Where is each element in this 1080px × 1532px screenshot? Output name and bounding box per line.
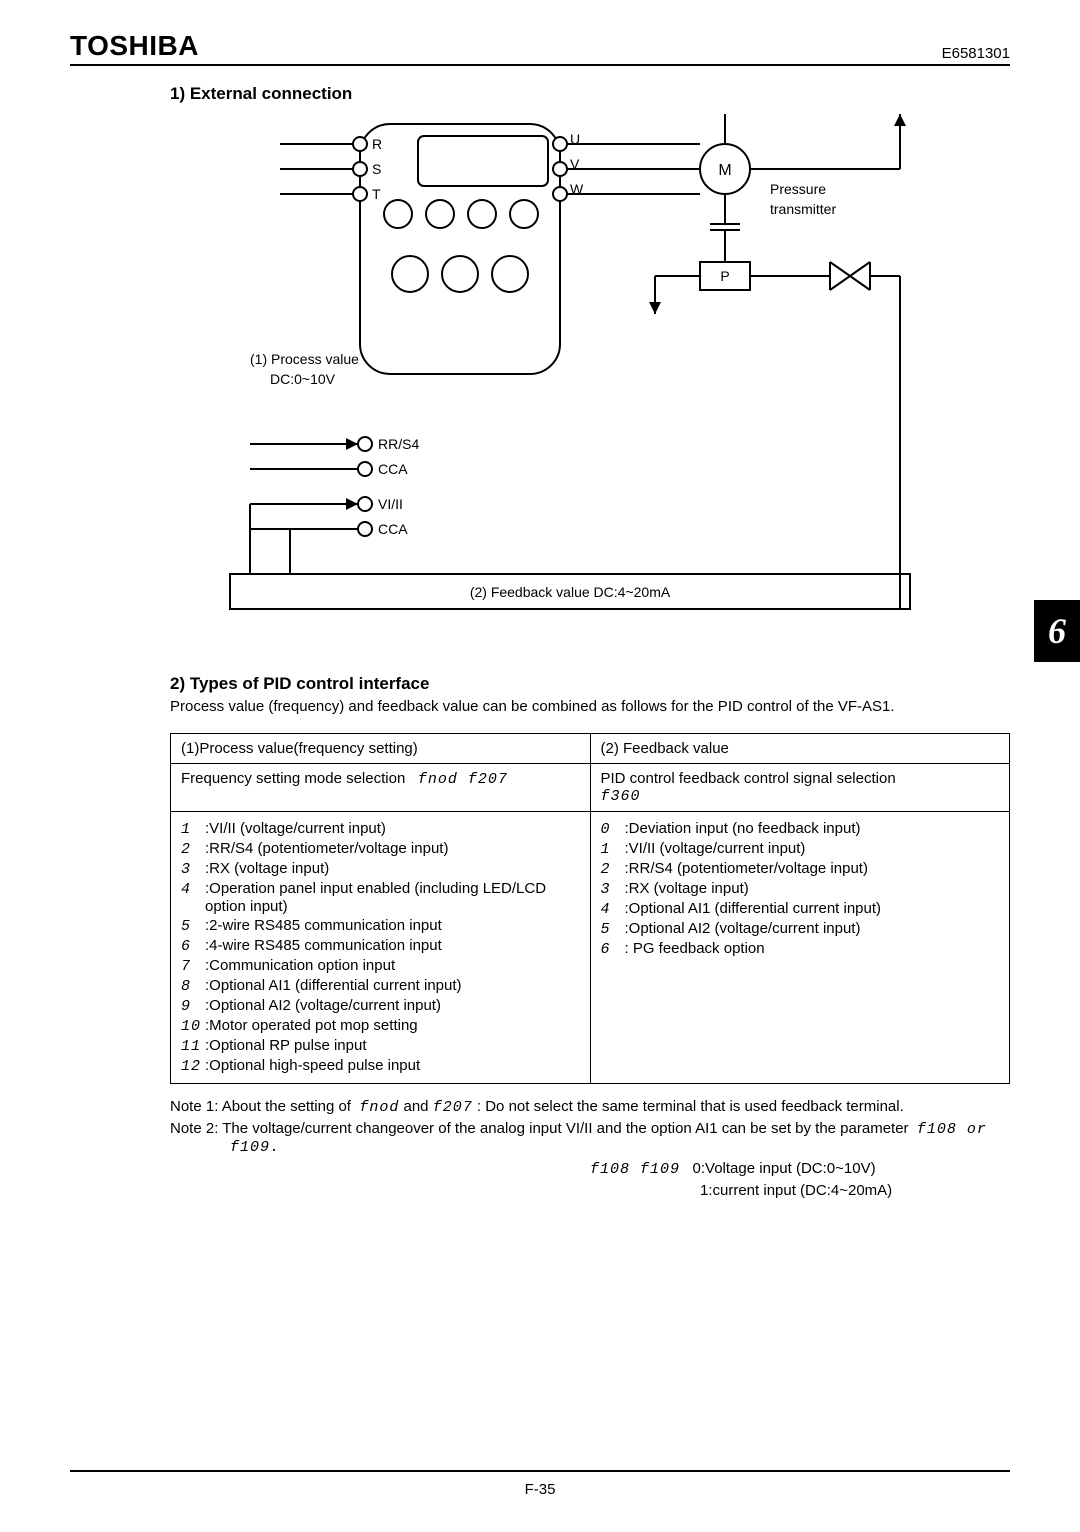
table-col1-header: (1)Process value(frequency setting) [171,734,591,764]
list-item: 7:Communication option input [181,957,580,975]
col1-sub-prefix: Frequency setting mode selection [181,770,405,787]
section-2-title: 2) Types of PID control interface [170,674,1010,694]
col1-sub-codes: fnod f207 [418,771,508,788]
pid-interface-table: (1)Process value(frequency setting) (2) … [170,733,1010,1084]
col2-sub-line1: PID control feedback control signal sele… [601,770,896,787]
svg-text:P: P [720,268,729,284]
table-col2-subheader: PID control feedback control signal sele… [590,764,1010,812]
list-item: 5:2-wire RS485 communication input [181,917,580,935]
svg-text:DC:0~10V: DC:0~10V [270,371,336,387]
list-item: 10:Motor operated pot mop setting [181,1017,580,1035]
list-item: 3:RX (voltage input) [601,880,1000,898]
svg-text:CCA: CCA [378,461,408,477]
list-item: 9:Optional AI2 (voltage/current input) [181,997,580,1015]
notes-block: Note 1: About the setting of fnod and f2… [170,1098,1010,1199]
list-item: 12:Optional high-speed pulse input [181,1057,580,1075]
table-col1-options: 1:VI/II (voltage/current input) 2:RR/S4 (… [171,812,591,1084]
col2-sub-code: f360 [601,788,641,805]
note-2-sub: f108 f109 0:Voltage input (DC:0~10V) [590,1160,1010,1178]
svg-text:transmitter: transmitter [770,201,836,217]
note-2: Note 2: The voltage/current changeover o… [170,1120,1010,1156]
list-item: 6:4-wire RS485 communication input [181,937,580,955]
list-item: 1:VI/II (voltage/current input) [601,840,1000,858]
section-1-title: 1) External connection [170,84,1010,104]
page-number: F-35 [0,1481,1080,1498]
section-2-description: Process value (frequency) and feedback v… [170,698,1010,715]
list-item: 11:Optional RP pulse input [181,1037,580,1055]
svg-text:R: R [372,136,382,152]
list-item: 8:Optional AI1 (differential current inp… [181,977,580,995]
document-id: E6581301 [942,45,1010,62]
note-2-sub-2: 1:current input (DC:4~20mA) [700,1182,1010,1199]
list-item: 5:Optional AI2 (voltage/current input) [601,920,1000,938]
list-item: 2:RR/S4 (potentiometer/voltage input) [181,840,580,858]
list-item: 6: PG feedback option [601,940,1000,958]
svg-text:T: T [372,186,381,202]
svg-text:(1) Process value: (1) Process value [250,351,359,367]
page-header: TOSHIBA E6581301 [70,30,1010,66]
list-item: 2:RR/S4 (potentiometer/voltage input) [601,860,1000,878]
svg-text:RR/S4: RR/S4 [378,436,419,452]
svg-text:Pressure: Pressure [770,181,826,197]
list-item: 1:VI/II (voltage/current input) [181,820,580,838]
note-1: Note 1: About the setting of fnod and f2… [170,1098,1010,1116]
list-item: 3:RX (voltage input) [181,860,580,878]
svg-text:M: M [718,162,731,179]
svg-text:VI/II: VI/II [378,496,403,512]
list-item: 0:Deviation input (no feedback input) [601,820,1000,838]
table-col2-options: 0:Deviation input (no feedback input) 1:V… [590,812,1010,1084]
chapter-tab: 6 [1034,600,1080,662]
svg-text:S: S [372,161,381,177]
table-col2-header: (2) Feedback value [590,734,1010,764]
brand-logo: TOSHIBA [70,30,199,62]
list-item: 4:Operation panel input enabled (includi… [181,880,580,915]
list-item: 4:Optional AI1 (differential current inp… [601,900,1000,918]
svg-text:CCA: CCA [378,521,408,537]
external-connection-diagram: R S T U V W M Pressure transmitter [160,114,920,634]
table-col1-subheader: Frequency setting mode selection fnod f2… [171,764,591,812]
svg-text:(2) Feedback value DC:4~20mA: (2) Feedback value DC:4~20mA [470,584,671,600]
footer-rule [70,1470,1010,1472]
